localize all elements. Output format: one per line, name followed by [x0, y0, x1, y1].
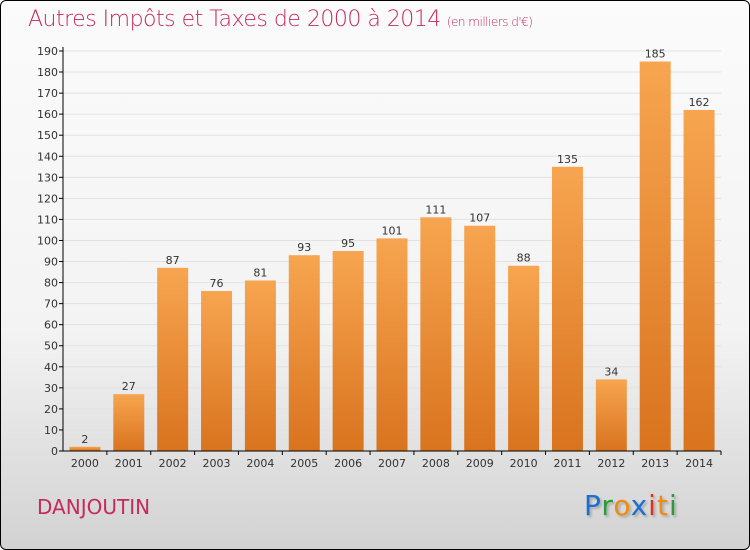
y-tick-label: 50 — [44, 340, 58, 353]
x-tick-label: 2010 — [510, 457, 538, 470]
y-tick-label: 170 — [37, 87, 58, 100]
data-label: 87 — [166, 254, 180, 267]
x-tick-label: 2011 — [553, 457, 581, 470]
data-label: 2 — [81, 433, 88, 446]
bar — [639, 61, 671, 452]
logo-letter: o — [613, 489, 631, 522]
data-label: 135 — [557, 153, 578, 166]
y-tick-label: 130 — [37, 171, 58, 184]
data-label: 185 — [645, 48, 666, 61]
bar — [113, 394, 145, 451]
x-tick-label: 2000 — [71, 457, 99, 470]
data-label: 76 — [210, 277, 224, 290]
y-tick-label: 40 — [44, 361, 58, 374]
location-name: DANJOUTIN — [37, 495, 151, 519]
chart-title: Autres Impôts et Taxes de 2000 à 2014 (en… — [28, 7, 533, 32]
x-tick-label: 2002 — [159, 457, 187, 470]
bar — [201, 291, 233, 451]
y-tick-label: 100 — [37, 234, 58, 247]
bar — [332, 251, 364, 451]
x-tick-label: 2007 — [378, 457, 406, 470]
x-tick-label: 2012 — [597, 457, 625, 470]
y-tick-label: 30 — [44, 382, 58, 395]
x-tick-label: 2003 — [203, 457, 231, 470]
y-tick-label: 140 — [37, 150, 58, 163]
bar — [595, 379, 627, 451]
y-tick-label: 110 — [37, 213, 58, 226]
data-label: 88 — [517, 252, 531, 265]
title-text: Autres Impôts et Taxes de 2000 à 2014 — [28, 7, 441, 32]
y-tick-label: 10 — [44, 424, 58, 437]
bar — [464, 225, 496, 451]
x-tick-label: 2001 — [115, 457, 143, 470]
bar — [551, 166, 583, 451]
logo-letter: r — [601, 489, 614, 522]
proxiti-logo: Proxiti — [584, 489, 678, 522]
x-tick-label: 2004 — [246, 457, 274, 470]
y-tick-label: 80 — [44, 277, 58, 290]
bar — [508, 265, 540, 451]
bar — [376, 238, 408, 451]
data-label: 93 — [297, 241, 311, 254]
bar — [288, 255, 320, 451]
x-tick-label: 2006 — [334, 457, 362, 470]
y-tick-label: 150 — [37, 129, 58, 142]
y-tick-label: 70 — [44, 298, 58, 311]
x-tick-label: 2005 — [290, 457, 318, 470]
x-tick-label: 2014 — [685, 457, 713, 470]
logo-letter: i — [668, 489, 678, 522]
logo-letter: i — [648, 489, 657, 522]
bar — [683, 109, 715, 452]
bar — [420, 217, 452, 451]
y-tick-label: 0 — [51, 445, 58, 458]
y-tick-label: 90 — [44, 256, 58, 269]
chart-subtitle: (en milliers d'€) — [446, 15, 533, 29]
data-label: 34 — [604, 365, 618, 378]
bar — [244, 280, 276, 451]
y-tick-label: 120 — [37, 192, 58, 205]
x-tick-label: 2008 — [422, 457, 450, 470]
x-tick-label: 2009 — [466, 457, 494, 470]
data-label: 81 — [253, 266, 267, 279]
x-tick-label: 2013 — [641, 457, 669, 470]
logo-letter: t — [656, 489, 669, 522]
data-label: 162 — [689, 96, 710, 109]
y-tick-label: 180 — [37, 66, 58, 79]
data-label: 101 — [382, 224, 403, 237]
bar — [157, 267, 189, 451]
logo-letter: x — [630, 489, 649, 522]
y-tick-label: 20 — [44, 403, 58, 416]
y-tick-label: 60 — [44, 319, 58, 332]
data-label: 27 — [122, 380, 136, 393]
data-label: 111 — [425, 203, 446, 216]
y-tick-label: 160 — [37, 108, 58, 121]
bar — [69, 446, 101, 451]
data-label: 95 — [341, 237, 355, 250]
logo-letter: P — [584, 489, 602, 522]
y-tick-label: 190 — [37, 45, 58, 58]
data-label: 107 — [469, 212, 490, 225]
